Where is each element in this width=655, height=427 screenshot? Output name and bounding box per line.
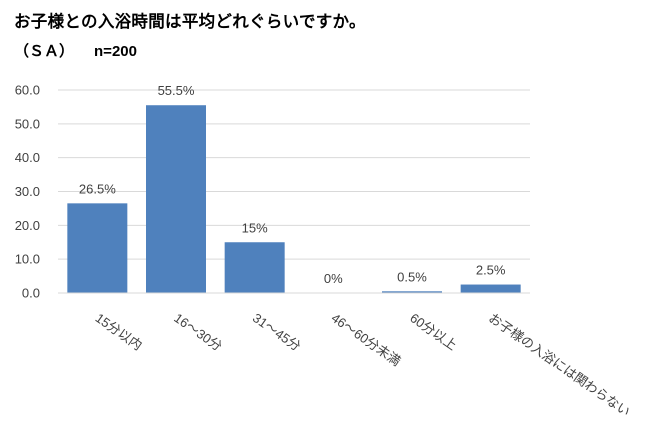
x-category-label-1: 15分以内 [93,310,145,353]
x-axis-category-labels: 15分以内 16～30分 31～45分 46～60分未満 60分以上 お子様の入浴には関わ… [93,310,633,419]
bar-5 [382,291,442,293]
data-label-6: 2.5% [476,263,506,278]
chart-subtitle: （ＳＡ） n=200 [14,40,137,61]
y-tick-label: 0.0 [22,286,40,301]
x-category-label-6: お子様の入浴には関わらない [486,310,633,419]
y-tick-label: 50.0 [15,116,40,131]
bar-6 [460,284,521,293]
sample-type-label: （ＳＡ） [14,43,75,60]
bar-3 [224,242,285,293]
sample-size-label: n=200 [94,43,137,60]
bar-1 [67,203,128,293]
y-tick-label: 30.0 [15,184,40,199]
x-category-label-4: 46～60分未満 [329,310,404,369]
x-category-label-3: 31～45分 [250,310,304,354]
y-axis-tick-labels: 0.0 10.0 20.0 30.0 40.0 50.0 60.0 [15,83,40,301]
x-category-label-5: 60分以上 [407,310,459,353]
bars [67,105,521,293]
y-tick-label: 40.0 [15,150,40,165]
y-tick-label: 20.0 [15,218,40,233]
data-label-1: 26.5% [79,181,116,196]
gridlines [58,89,530,260]
data-label-2: 55.5% [158,83,195,98]
y-tick-label: 10.0 [15,252,40,267]
data-label-4: 0% [324,271,343,286]
x-category-label-2: 16～30分 [171,310,225,354]
data-label-5: 0.5% [397,269,427,284]
bar-2 [146,105,206,293]
chart-title: お子様との入浴時間は平均どれぐらいですか。 [14,13,366,31]
data-label-3: 15% [242,220,268,235]
data-labels: 26.5% 55.5% 15% 0% 0.5% 2.5% [79,83,506,286]
y-tick-label: 60.0 [15,83,40,98]
